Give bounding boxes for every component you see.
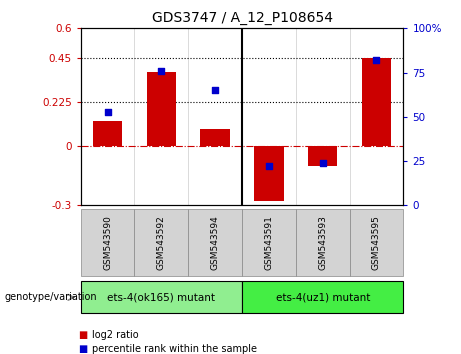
- Text: ets-4(uz1) mutant: ets-4(uz1) mutant: [276, 292, 370, 302]
- Point: [265, 164, 272, 169]
- Text: genotype/variation: genotype/variation: [5, 292, 97, 302]
- Text: ■: ■: [78, 344, 88, 354]
- Bar: [93, 121, 122, 146]
- Bar: [147, 72, 176, 146]
- Text: GSM543591: GSM543591: [265, 215, 273, 270]
- Point: [158, 68, 165, 74]
- Point: [373, 57, 380, 63]
- Point: [319, 160, 326, 166]
- Bar: [254, 146, 284, 201]
- Point: [212, 87, 219, 93]
- Text: ■: ■: [78, 330, 88, 339]
- Bar: [362, 58, 391, 146]
- Text: GSM543594: GSM543594: [211, 215, 219, 270]
- Text: GSM543595: GSM543595: [372, 215, 381, 270]
- Text: GSM543590: GSM543590: [103, 215, 112, 270]
- Text: percentile rank within the sample: percentile rank within the sample: [92, 344, 257, 354]
- Text: ets-4(ok165) mutant: ets-4(ok165) mutant: [107, 292, 215, 302]
- Point: [104, 109, 111, 114]
- Text: GSM543593: GSM543593: [318, 215, 327, 270]
- Bar: [308, 146, 337, 166]
- Title: GDS3747 / A_12_P108654: GDS3747 / A_12_P108654: [152, 11, 332, 24]
- Text: log2 ratio: log2 ratio: [92, 330, 139, 339]
- Bar: [201, 129, 230, 146]
- Text: GSM543592: GSM543592: [157, 215, 166, 270]
